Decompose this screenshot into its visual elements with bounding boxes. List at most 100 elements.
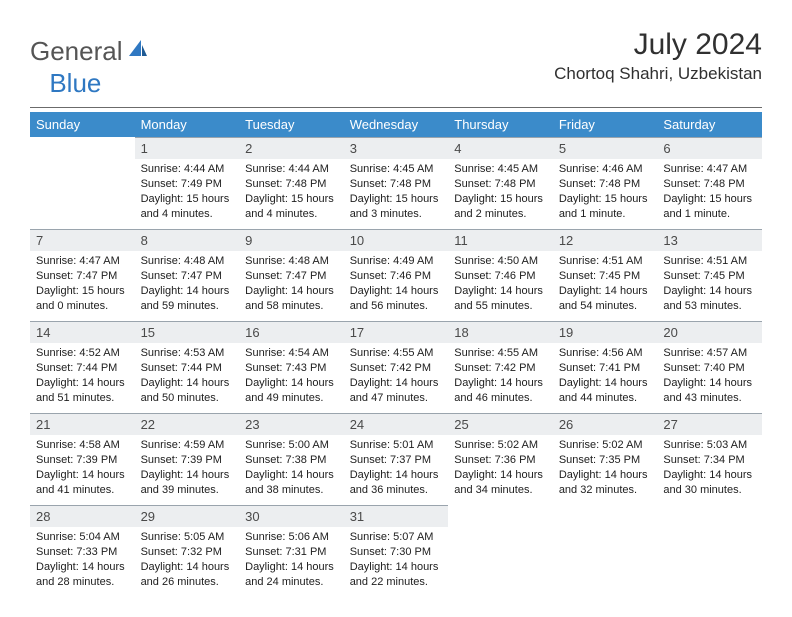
- day-number: 3: [344, 137, 449, 159]
- day-details: Sunrise: 4:45 AMSunset: 7:48 PMDaylight:…: [344, 159, 449, 225]
- day-number: 24: [344, 413, 449, 435]
- day-details: Sunrise: 5:02 AMSunset: 7:36 PMDaylight:…: [448, 435, 553, 501]
- day-details: Sunrise: 4:52 AMSunset: 7:44 PMDaylight:…: [30, 343, 135, 409]
- day-number: 4: [448, 137, 553, 159]
- day-cell: 14Sunrise: 4:52 AMSunset: 7:44 PMDayligh…: [30, 321, 135, 413]
- day-number: 22: [135, 413, 240, 435]
- weekday-header: Tuesday: [239, 112, 344, 137]
- day-details: Sunrise: 5:07 AMSunset: 7:30 PMDaylight:…: [344, 527, 449, 593]
- day-cell: 8Sunrise: 4:48 AMSunset: 7:47 PMDaylight…: [135, 229, 240, 321]
- day-cell: 6Sunrise: 4:47 AMSunset: 7:48 PMDaylight…: [657, 137, 762, 229]
- empty-cell: [657, 505, 762, 597]
- day-number: 30: [239, 505, 344, 527]
- day-details: Sunrise: 4:44 AMSunset: 7:48 PMDaylight:…: [239, 159, 344, 225]
- day-number: 10: [344, 229, 449, 251]
- day-details: Sunrise: 4:57 AMSunset: 7:40 PMDaylight:…: [657, 343, 762, 409]
- day-cell: 17Sunrise: 4:55 AMSunset: 7:42 PMDayligh…: [344, 321, 449, 413]
- day-cell: 29Sunrise: 5:05 AMSunset: 7:32 PMDayligh…: [135, 505, 240, 597]
- day-details: Sunrise: 4:49 AMSunset: 7:46 PMDaylight:…: [344, 251, 449, 317]
- empty-cell: [553, 505, 658, 597]
- day-details: Sunrise: 4:53 AMSunset: 7:44 PMDaylight:…: [135, 343, 240, 409]
- day-details: Sunrise: 4:54 AMSunset: 7:43 PMDaylight:…: [239, 343, 344, 409]
- day-number: 1: [135, 137, 240, 159]
- day-number: 21: [30, 413, 135, 435]
- day-cell: 26Sunrise: 5:02 AMSunset: 7:35 PMDayligh…: [553, 413, 658, 505]
- day-cell: 31Sunrise: 5:07 AMSunset: 7:30 PMDayligh…: [344, 505, 449, 597]
- day-number: 25: [448, 413, 553, 435]
- day-details: Sunrise: 4:58 AMSunset: 7:39 PMDaylight:…: [30, 435, 135, 501]
- calendar-week-row: 7Sunrise: 4:47 AMSunset: 7:47 PMDaylight…: [30, 229, 762, 321]
- day-number: 11: [448, 229, 553, 251]
- day-number: 8: [135, 229, 240, 251]
- day-number: 26: [553, 413, 658, 435]
- day-details: Sunrise: 5:05 AMSunset: 7:32 PMDaylight:…: [135, 527, 240, 593]
- weekday-header: Wednesday: [344, 112, 449, 137]
- day-cell: 25Sunrise: 5:02 AMSunset: 7:36 PMDayligh…: [448, 413, 553, 505]
- day-number: 17: [344, 321, 449, 343]
- calendar-week-row: 28Sunrise: 5:04 AMSunset: 7:33 PMDayligh…: [30, 505, 762, 597]
- day-details: Sunrise: 4:44 AMSunset: 7:49 PMDaylight:…: [135, 159, 240, 225]
- day-number: 12: [553, 229, 658, 251]
- day-number: 13: [657, 229, 762, 251]
- title-block: July 2024 Chortoq Shahri, Uzbekistan: [554, 28, 762, 84]
- day-number: 16: [239, 321, 344, 343]
- day-number: 28: [30, 505, 135, 527]
- day-cell: 11Sunrise: 4:50 AMSunset: 7:46 PMDayligh…: [448, 229, 553, 321]
- logo-word2: Blue: [49, 68, 101, 99]
- day-details: Sunrise: 5:06 AMSunset: 7:31 PMDaylight:…: [239, 527, 344, 593]
- day-number: 31: [344, 505, 449, 527]
- day-number: 18: [448, 321, 553, 343]
- day-cell: 7Sunrise: 4:47 AMSunset: 7:47 PMDaylight…: [30, 229, 135, 321]
- day-cell: 22Sunrise: 4:59 AMSunset: 7:39 PMDayligh…: [135, 413, 240, 505]
- weekday-header: Thursday: [448, 112, 553, 137]
- day-details: Sunrise: 4:46 AMSunset: 7:48 PMDaylight:…: [553, 159, 658, 225]
- calendar-week-row: 1Sunrise: 4:44 AMSunset: 7:49 PMDaylight…: [30, 137, 762, 229]
- day-number: 14: [30, 321, 135, 343]
- day-details: Sunrise: 4:47 AMSunset: 7:47 PMDaylight:…: [30, 251, 135, 317]
- day-number: 9: [239, 229, 344, 251]
- day-number: 2: [239, 137, 344, 159]
- day-cell: 16Sunrise: 4:54 AMSunset: 7:43 PMDayligh…: [239, 321, 344, 413]
- day-details: Sunrise: 5:02 AMSunset: 7:35 PMDaylight:…: [553, 435, 658, 501]
- day-cell: 24Sunrise: 5:01 AMSunset: 7:37 PMDayligh…: [344, 413, 449, 505]
- empty-cell: [30, 137, 135, 229]
- day-details: Sunrise: 5:04 AMSunset: 7:33 PMDaylight:…: [30, 527, 135, 593]
- day-cell: 28Sunrise: 5:04 AMSunset: 7:33 PMDayligh…: [30, 505, 135, 597]
- day-cell: 9Sunrise: 4:48 AMSunset: 7:47 PMDaylight…: [239, 229, 344, 321]
- day-number: 6: [657, 137, 762, 159]
- calendar-week-row: 21Sunrise: 4:58 AMSunset: 7:39 PMDayligh…: [30, 413, 762, 505]
- weekday-header: Friday: [553, 112, 658, 137]
- day-number: 29: [135, 505, 240, 527]
- day-cell: 19Sunrise: 4:56 AMSunset: 7:41 PMDayligh…: [553, 321, 658, 413]
- day-number: 19: [553, 321, 658, 343]
- day-cell: 4Sunrise: 4:45 AMSunset: 7:48 PMDaylight…: [448, 137, 553, 229]
- day-cell: 23Sunrise: 5:00 AMSunset: 7:38 PMDayligh…: [239, 413, 344, 505]
- day-cell: 15Sunrise: 4:53 AMSunset: 7:44 PMDayligh…: [135, 321, 240, 413]
- calendar-body: 1Sunrise: 4:44 AMSunset: 7:49 PMDaylight…: [30, 137, 762, 597]
- weekday-header: Saturday: [657, 112, 762, 137]
- day-details: Sunrise: 4:50 AMSunset: 7:46 PMDaylight:…: [448, 251, 553, 317]
- day-cell: 27Sunrise: 5:03 AMSunset: 7:34 PMDayligh…: [657, 413, 762, 505]
- day-details: Sunrise: 4:59 AMSunset: 7:39 PMDaylight:…: [135, 435, 240, 501]
- day-details: Sunrise: 4:45 AMSunset: 7:48 PMDaylight:…: [448, 159, 553, 225]
- calendar-page: General July 2024 Chortoq Shahri, Uzbeki…: [0, 0, 792, 617]
- day-details: Sunrise: 5:00 AMSunset: 7:38 PMDaylight:…: [239, 435, 344, 501]
- empty-cell: [448, 505, 553, 597]
- day-cell: 1Sunrise: 4:44 AMSunset: 7:49 PMDaylight…: [135, 137, 240, 229]
- day-details: Sunrise: 4:51 AMSunset: 7:45 PMDaylight:…: [553, 251, 658, 317]
- day-details: Sunrise: 4:56 AMSunset: 7:41 PMDaylight:…: [553, 343, 658, 409]
- day-cell: 2Sunrise: 4:44 AMSunset: 7:48 PMDaylight…: [239, 137, 344, 229]
- calendar-week-row: 14Sunrise: 4:52 AMSunset: 7:44 PMDayligh…: [30, 321, 762, 413]
- day-cell: 30Sunrise: 5:06 AMSunset: 7:31 PMDayligh…: [239, 505, 344, 597]
- day-cell: 10Sunrise: 4:49 AMSunset: 7:46 PMDayligh…: [344, 229, 449, 321]
- day-cell: 20Sunrise: 4:57 AMSunset: 7:40 PMDayligh…: [657, 321, 762, 413]
- day-cell: 21Sunrise: 4:58 AMSunset: 7:39 PMDayligh…: [30, 413, 135, 505]
- day-details: Sunrise: 4:55 AMSunset: 7:42 PMDaylight:…: [344, 343, 449, 409]
- day-cell: 5Sunrise: 4:46 AMSunset: 7:48 PMDaylight…: [553, 137, 658, 229]
- location-label: Chortoq Shahri, Uzbekistan: [554, 64, 762, 84]
- logo-word1: General: [30, 36, 123, 67]
- header-divider: [30, 107, 762, 108]
- day-details: Sunrise: 4:48 AMSunset: 7:47 PMDaylight:…: [135, 251, 240, 317]
- day-details: Sunrise: 5:03 AMSunset: 7:34 PMDaylight:…: [657, 435, 762, 501]
- weekday-header: Monday: [135, 112, 240, 137]
